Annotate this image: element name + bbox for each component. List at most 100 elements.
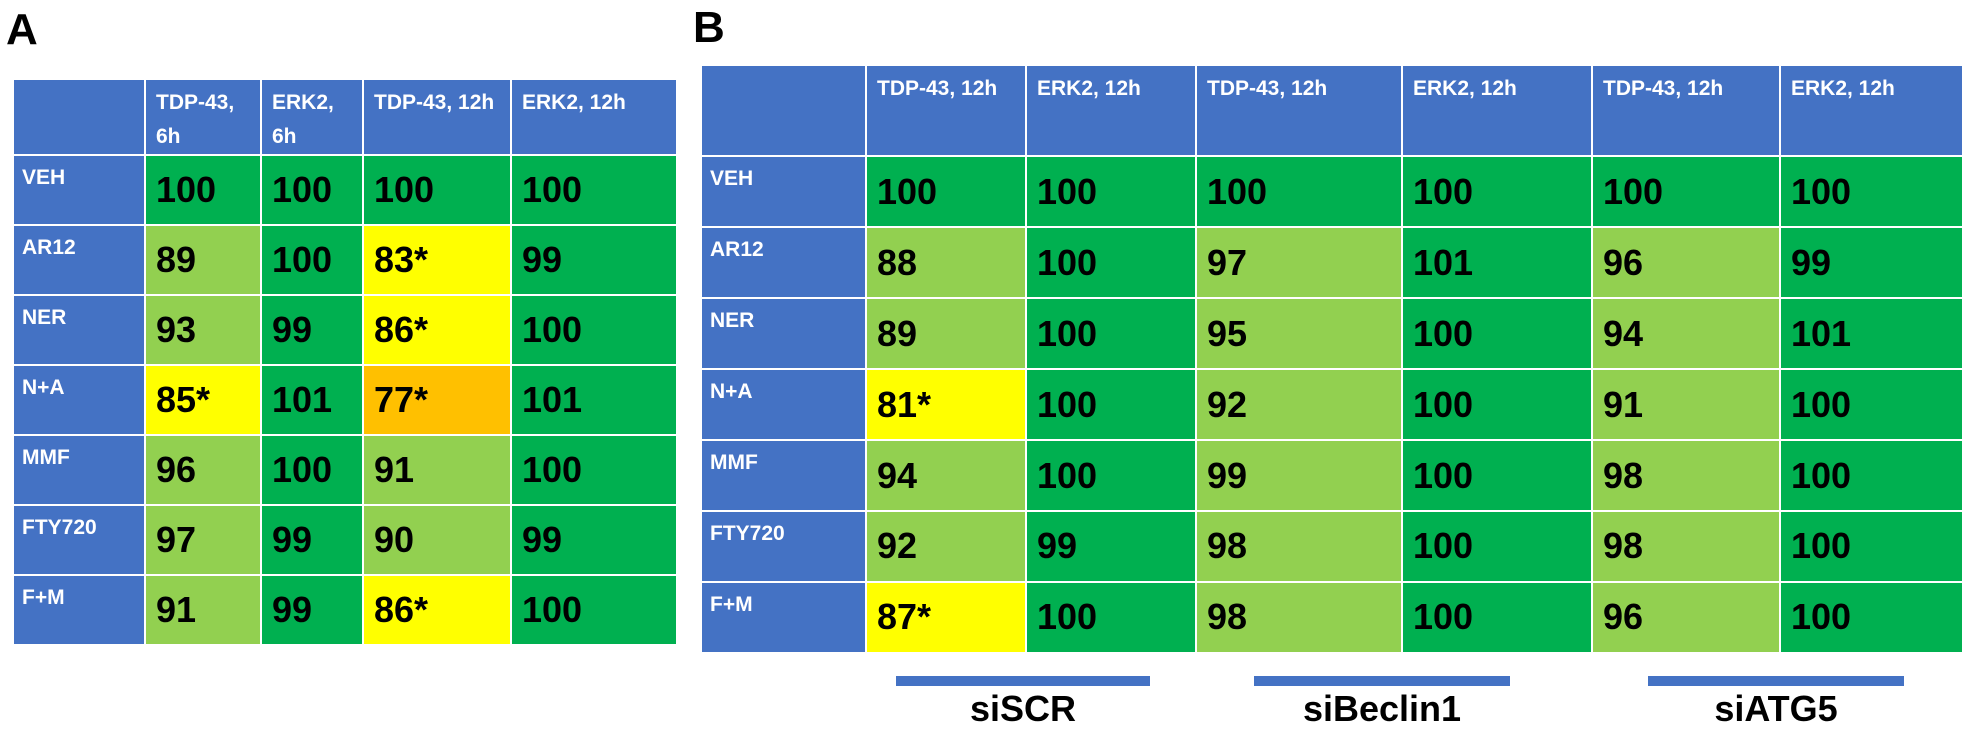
group-label-siatg5: siATG5 [1714, 688, 1838, 729]
panel-b-value-cell: 99 [1195, 439, 1403, 512]
panel-a-value-cell: 86* [362, 294, 512, 366]
panel-b-value-cell: 96 [1591, 226, 1781, 300]
panel-b-value-cell: 95 [1195, 297, 1403, 371]
panel-b-row-label: VEH [700, 155, 867, 229]
panel-b-value-cell: 91 [1591, 368, 1781, 442]
panel-a-row-label: MMF [12, 434, 146, 506]
panel-a-table-row: F+M 91 99 86* 100 [12, 574, 678, 646]
panel-b-value-cell: 100 [1401, 297, 1593, 371]
panel-b-value-cell: 100 [1025, 297, 1197, 371]
panel-a-value-cell: 100 [510, 574, 678, 646]
panel-b-value-cell: 99 [1779, 226, 1964, 300]
panel-b-letter: B [693, 3, 725, 52]
panel-a-row-label: VEH [12, 154, 146, 226]
panel-b-row-label: FTY720 [700, 510, 867, 583]
panel-a-value-cell: 100 [510, 434, 678, 506]
panel-b-value-cell: 88 [865, 226, 1027, 300]
panel-a-value-cell: 77* [362, 364, 512, 436]
panel-b-value-cell: 96 [1591, 580, 1781, 655]
panel-b-row-label: F+M [700, 580, 867, 655]
panel-b-value-cell: 100 [865, 155, 1027, 229]
group-label-siscr: siSCR [969, 688, 1077, 729]
panel-b-value-cell: 100 [1401, 580, 1593, 655]
panel-a-table-row: NER 93 99 86* 100 [12, 294, 678, 366]
panel-a-value-cell: 99 [260, 504, 364, 576]
panel-b-value-cell: 98 [1195, 510, 1403, 583]
panel-b-column-header: TDP-43, 12h [1591, 63, 1781, 158]
panel-b-table-row: FTY720 92 99 98 100 98 100 [700, 510, 1964, 583]
panel-b-table-row: NER 89 100 95 100 94 101 [700, 297, 1964, 371]
panel-b-row-label: MMF [700, 439, 867, 512]
panel-a-value-cell: 93 [144, 294, 262, 366]
panel-a-value-cell: 100 [260, 434, 364, 506]
panel-a-value-cell: 97 [144, 504, 262, 576]
panel-b-value-cell: 100 [1779, 510, 1964, 583]
panel-b-value-cell: 97 [1195, 226, 1403, 300]
panel-a-row-label: N+A [12, 364, 146, 436]
panel-a-letter: A [6, 5, 38, 54]
panel-b-table-row: VEH 100 100 100 100 100 100 [700, 155, 1964, 229]
panel-a-table: TDP-43, 6h ERK2, 6h TDP-43, 12h ERK2, 12h VE… [12, 78, 678, 646]
panel-a-value-cell: 91 [362, 434, 512, 506]
panel-b-value-cell: 100 [1025, 580, 1197, 655]
panel-b-value-cell: 92 [865, 510, 1027, 583]
panel-a-header-row: TDP-43, 6h ERK2, 6h TDP-43, 12h ERK2, 12h [12, 78, 678, 156]
panel-b-value-cell: 101 [1401, 226, 1593, 300]
panel-a-value-cell: 100 [260, 154, 364, 226]
panel-b-row-label: N+A [700, 368, 867, 442]
panel-a-value-cell: 91 [144, 574, 262, 646]
panel-b-value-cell: 89 [865, 297, 1027, 371]
panel-a-table-row: FTY720 97 99 90 99 [12, 504, 678, 576]
panel-b-table-row: AR12 88 100 97 101 96 99 [700, 226, 1964, 300]
panel-a-row-label: AR12 [12, 224, 146, 296]
panel-a-value-cell: 100 [510, 154, 678, 226]
panel-b-value-cell: 100 [1195, 155, 1403, 229]
panel-b-value-cell: 101 [1779, 297, 1964, 371]
panel-a-value-cell: 86* [362, 574, 512, 646]
panel-a-value-cell: 99 [260, 294, 364, 366]
panel-b-value-cell: 100 [1779, 155, 1964, 229]
panel-b-column-header: ERK2, 12h [1025, 63, 1197, 158]
panel-a-table-row: N+A 85* 101 77* 101 [12, 364, 678, 436]
panel-a-row-label: NER [12, 294, 146, 366]
panel-b-value-cell: 100 [1779, 580, 1964, 655]
panel-b-value-cell: 94 [1591, 297, 1781, 371]
panel-b-value-cell: 94 [865, 439, 1027, 512]
panel-b-value-cell: 98 [1195, 580, 1403, 655]
panel-a-value-cell: 100 [144, 154, 262, 226]
panel-b-corner-cell [700, 63, 867, 158]
panel-a-value-cell: 99 [510, 224, 678, 296]
panel-a-row-label: F+M [12, 574, 146, 646]
panel-a-value-cell: 100 [260, 224, 364, 296]
panel-b-table-row: N+A 81* 100 92 100 91 100 [700, 368, 1964, 442]
panel-b-value-cell: 100 [1401, 510, 1593, 583]
panel-b-value-cell: 100 [1591, 155, 1781, 229]
panel-a-value-cell: 100 [362, 154, 512, 226]
panel-b-value-cell: 100 [1779, 439, 1964, 512]
panel-b-row-label: AR12 [700, 226, 867, 300]
panel-b-column-header: ERK2, 12h [1401, 63, 1593, 158]
panel-a-column-header: TDP-43, 6h [144, 78, 262, 156]
panel-a-table-row: AR12 89 100 83* 99 [12, 224, 678, 296]
group-bar-siatg5 [1648, 676, 1904, 686]
panel-a-row-label: FTY720 [12, 504, 146, 576]
panel-b-value-cell: 100 [1025, 368, 1197, 442]
panel-a-value-cell: 101 [510, 364, 678, 436]
panel-b-value-cell: 100 [1779, 368, 1964, 442]
panel-b-value-cell: 100 [1401, 439, 1593, 512]
panel-b-value-cell: 98 [1591, 510, 1781, 583]
panel-b-value-cell: 100 [1401, 155, 1593, 229]
panel-a-value-cell: 89 [144, 224, 262, 296]
panel-b-header-row: TDP-43, 12h ERK2, 12h TDP-43, 12h ERK2, 12h… [700, 63, 1964, 158]
panel-a-value-cell: 83* [362, 224, 512, 296]
panel-b-value-cell: 87* [865, 580, 1027, 655]
panel-b-value-cell: 100 [1025, 155, 1197, 229]
panel-b-value-cell: 81* [865, 368, 1027, 442]
panel-a-column-header: TDP-43, 12h [362, 78, 512, 156]
panel-a-value-cell: 101 [260, 364, 364, 436]
panel-a-value-cell: 90 [362, 504, 512, 576]
panel-a-value-cell: 99 [260, 574, 364, 646]
group-label-sibeclin1: siBeclin1 [1302, 688, 1462, 729]
group-bar-sibeclin1 [1254, 676, 1510, 686]
panel-a-value-cell: 85* [144, 364, 262, 436]
